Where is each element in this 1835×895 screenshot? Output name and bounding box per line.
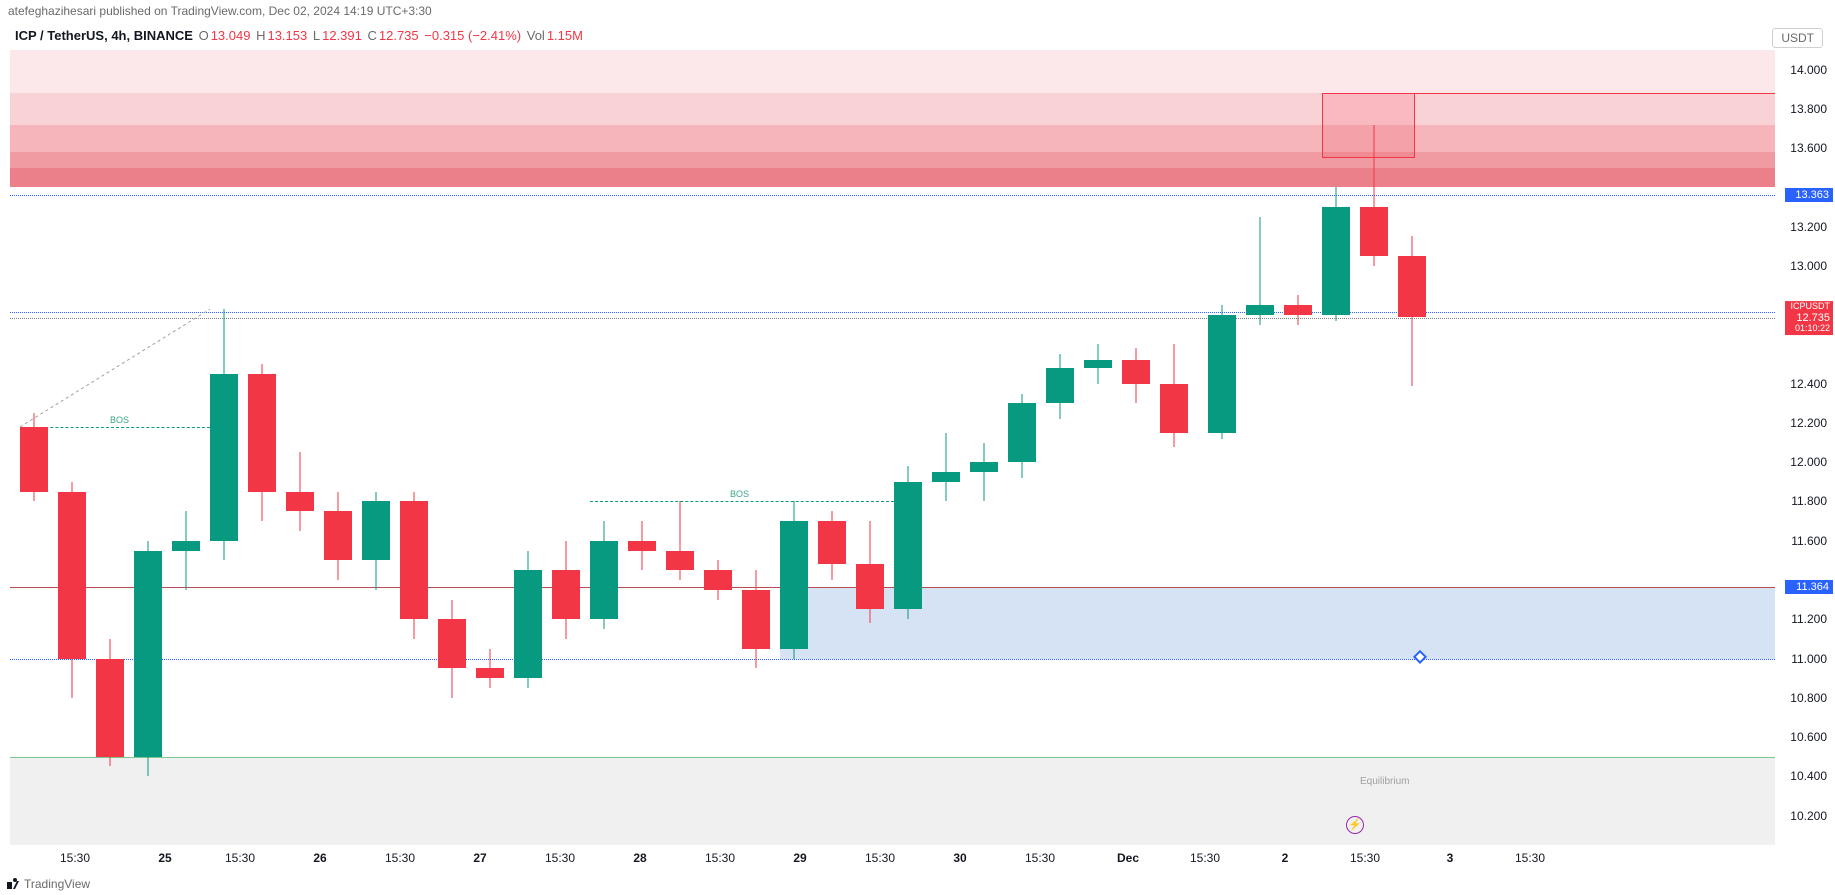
- candle: [1322, 50, 1350, 845]
- candle: [666, 50, 694, 845]
- price-tick: 10.800: [1790, 691, 1827, 705]
- time-tick: 15:30: [60, 851, 90, 865]
- time-tick: 27: [473, 851, 486, 865]
- candle: [1160, 50, 1188, 845]
- candle: [704, 50, 732, 845]
- chart-canvas[interactable]: BOSBOS⚡Equilibrium: [10, 50, 1775, 845]
- price-tick: 11.200: [1791, 612, 1827, 626]
- time-tick: 15:30: [865, 851, 895, 865]
- symbol-pair: ICP / TetherUS, 4h, BINANCE: [15, 28, 193, 43]
- time-tick: 15:30: [1025, 851, 1055, 865]
- time-tick: 2: [1282, 851, 1289, 865]
- candle: [780, 50, 808, 845]
- time-tick: 29: [793, 851, 806, 865]
- symbol-ohlc: ICP / TetherUS, 4h, BINANCE O13.049 H13.…: [15, 28, 585, 43]
- demand-zone: [780, 587, 1775, 658]
- candle: [590, 50, 618, 845]
- price-tick: 13.800: [1790, 102, 1827, 116]
- candle: [362, 50, 390, 845]
- candle: [856, 50, 884, 845]
- current-price-label: ICPUSDT12.73501:10:22: [1785, 301, 1833, 335]
- candle: [1246, 50, 1274, 845]
- time-tick: 15:30: [1350, 851, 1380, 865]
- price-tick: 12.000: [1790, 455, 1827, 469]
- candle: [210, 50, 238, 845]
- time-tick: 15:30: [1190, 851, 1220, 865]
- time-tick: 25: [158, 851, 171, 865]
- candle: [1122, 50, 1150, 845]
- equilibrium-label: Equilibrium: [1360, 776, 1409, 787]
- time-tick: 26: [313, 851, 326, 865]
- flash-icon: ⚡: [1346, 816, 1364, 834]
- time-tick: 15:30: [705, 851, 735, 865]
- price-tick: 10.400: [1790, 769, 1827, 783]
- price-tick: 12.400: [1790, 377, 1827, 391]
- time-tick: 15:30: [545, 851, 575, 865]
- candle: [134, 50, 162, 845]
- candle: [1284, 50, 1312, 845]
- candle: [552, 50, 580, 845]
- price-tick: 10.600: [1790, 730, 1827, 744]
- price-axis[interactable]: 10.200 10.400 10.600 10.800 11.000 11.200 11.6…: [1777, 50, 1835, 845]
- candle: [248, 50, 276, 845]
- price-tick: 14.000: [1790, 63, 1827, 77]
- price-tick: 11.000: [1791, 652, 1827, 666]
- candle: [476, 50, 504, 845]
- candle: [1208, 50, 1236, 845]
- candle: [1398, 50, 1426, 845]
- candle: [172, 50, 200, 845]
- candle: [628, 50, 656, 845]
- candle: [96, 50, 124, 845]
- price-tick: 13.200: [1790, 220, 1827, 234]
- candle: [894, 50, 922, 845]
- price-level-label: 13.363: [1785, 188, 1833, 202]
- candle: [1046, 50, 1074, 845]
- tradingview-logo: TradingView: [6, 877, 90, 891]
- candle: [438, 50, 466, 845]
- candle: [742, 50, 770, 845]
- candle: [58, 50, 86, 845]
- price-tick: 13.000: [1790, 259, 1827, 273]
- price-tick: 11.800: [1791, 494, 1827, 508]
- candle: [1008, 50, 1036, 845]
- candle: [514, 50, 542, 845]
- candle: [20, 50, 48, 845]
- time-tick: 30: [953, 851, 966, 865]
- price-tick: 10.200: [1790, 809, 1827, 823]
- price-unit-button[interactable]: USDT: [1772, 28, 1823, 48]
- candle: [400, 50, 428, 845]
- time-tick: 15:30: [225, 851, 255, 865]
- candle: [970, 50, 998, 845]
- price-level-label: 11.364: [1785, 580, 1833, 594]
- candle: [286, 50, 314, 845]
- tv-logo-icon: [6, 877, 20, 891]
- price-tick: 13.600: [1790, 141, 1827, 155]
- candle: [324, 50, 352, 845]
- publish-info: atefeghazihesari published on TradingVie…: [8, 4, 432, 18]
- price-tick: 12.200: [1790, 416, 1827, 430]
- time-tick: 15:30: [1515, 851, 1545, 865]
- time-tick: 28: [633, 851, 646, 865]
- candle: [1084, 50, 1112, 845]
- time-tick: Dec: [1117, 851, 1139, 865]
- time-tick: 3: [1447, 851, 1454, 865]
- candle: [932, 50, 960, 845]
- time-axis[interactable]: 15:30 25 15:30 26 15:30 27 15:30 28 15:30 29 15:30…: [10, 847, 1775, 871]
- candle: [818, 50, 846, 845]
- price-tick: 11.600: [1791, 534, 1827, 548]
- time-tick: 15:30: [385, 851, 415, 865]
- candle: [1360, 50, 1388, 845]
